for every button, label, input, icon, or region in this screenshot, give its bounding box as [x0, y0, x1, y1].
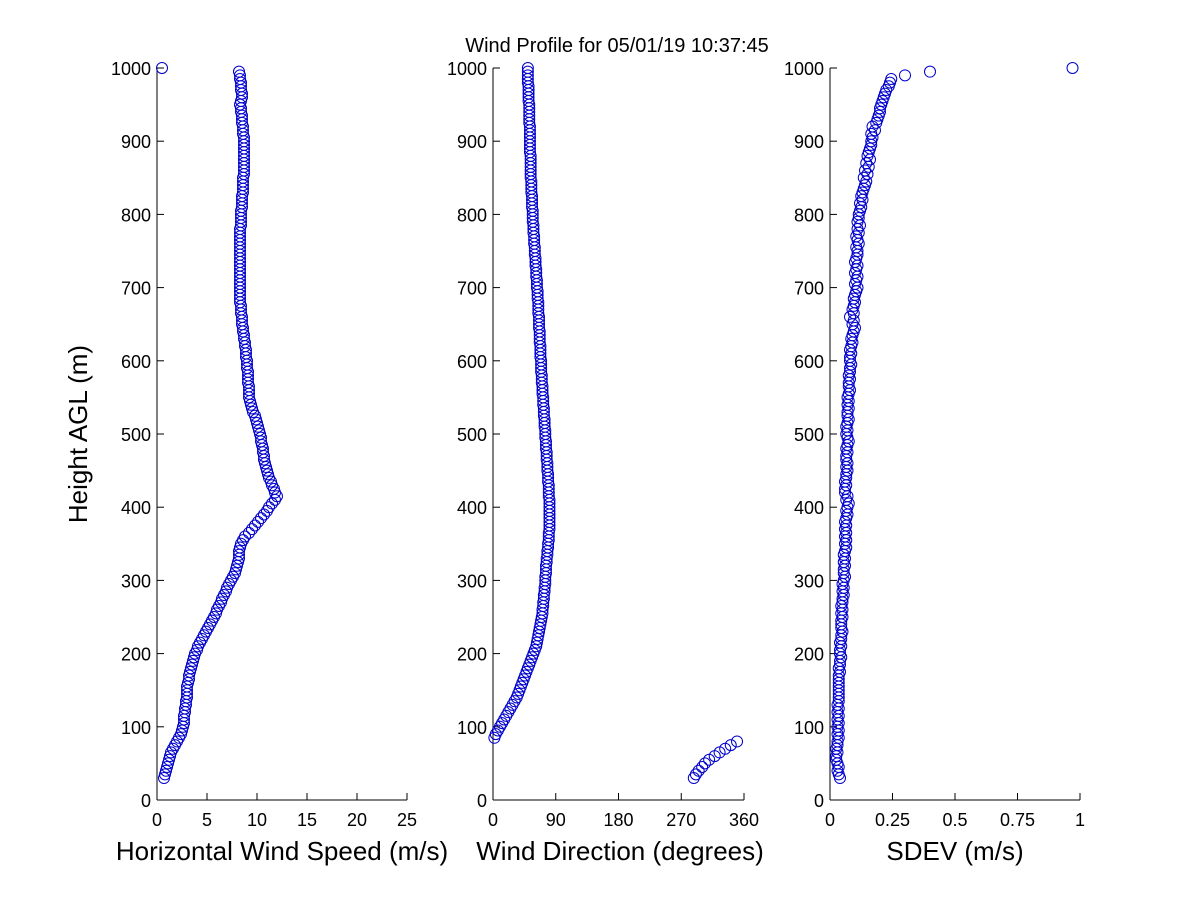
data-point: [1066, 62, 1079, 74]
y-tick-label: 100: [121, 718, 151, 738]
data-point: [851, 245, 864, 257]
data-point: [844, 310, 856, 323]
figure-title: Wind Profile for 05/01/19 10:37:45: [465, 35, 769, 57]
x-tick-label: 0: [488, 810, 498, 830]
x-tick-label: 0.25: [875, 810, 910, 830]
x-tick-label: 270: [666, 810, 696, 830]
data-point: [258, 508, 270, 521]
data-point: [861, 168, 874, 181]
y-tick-label: 1000: [111, 59, 151, 79]
data-point: [698, 757, 711, 770]
data-point: [692, 764, 705, 777]
data-point: [864, 153, 876, 166]
data-point: [854, 219, 866, 232]
y-axis-label: Height AGL (m): [63, 345, 93, 523]
y-tick-label: 400: [121, 498, 151, 518]
data-point: [531, 632, 544, 645]
y-tick-label: 700: [794, 279, 824, 299]
y-tick-label: 800: [457, 205, 487, 225]
y-tick-label: 200: [457, 645, 487, 665]
y-tick-label: 600: [794, 352, 824, 372]
y-tick-label: 300: [794, 571, 824, 591]
data-point: [862, 160, 875, 173]
y-tick-label: 100: [794, 718, 824, 738]
x-tick-label: 0: [152, 810, 162, 830]
axes-sdev: 0 0.25 0.5 0.75 1 0 100 200 300 400 500 600 700 800 90…: [784, 59, 1085, 866]
data-point: [830, 750, 843, 763]
data-point: [246, 523, 258, 536]
y-tick-label: 100: [457, 718, 487, 738]
y-tick-label: 700: [457, 279, 487, 299]
data-point: [488, 731, 501, 744]
data-point: [731, 735, 744, 748]
y-tick-label: 500: [121, 425, 151, 445]
x-tick-label: 5: [202, 810, 212, 830]
data-point: [839, 486, 851, 499]
y-tick-label: 600: [121, 352, 151, 372]
y-tick-label: 300: [121, 571, 151, 591]
data-point: [865, 135, 878, 148]
x-axis-label: SDEV (m/s): [886, 836, 1023, 866]
data-point: [249, 519, 261, 532]
series-points: [488, 62, 744, 785]
x-tick-label: 10: [247, 810, 267, 830]
y-tick-label: 600: [457, 352, 487, 372]
x-tick-label: 20: [347, 810, 367, 830]
y-tick-label: 700: [121, 279, 151, 299]
y-tick-label: 0: [477, 791, 487, 811]
y-tick-label: 800: [794, 205, 824, 225]
y-tick-label: 1000: [447, 59, 487, 79]
data-point: [874, 102, 886, 115]
y-tick-label: 500: [457, 425, 487, 445]
data-point: [261, 504, 273, 517]
data-point: [243, 526, 255, 539]
y-tick-label: 800: [121, 205, 151, 225]
data-point: [252, 515, 264, 528]
y-tick-label: 400: [457, 498, 487, 518]
data-point: [269, 493, 281, 506]
x-tick-label: 0.75: [1000, 810, 1035, 830]
y-tick-label: 200: [794, 645, 824, 665]
y-tick-label: 1000: [784, 59, 824, 79]
data-point: [856, 193, 869, 206]
axes-direction: 0 90 180 270 360 0 100 200 300 400 500 600 700 800 900…: [447, 59, 764, 866]
x-tick-label: 90: [546, 810, 566, 830]
data-point: [156, 62, 168, 74]
data-point: [689, 768, 702, 781]
axes-speed: 0 5 10 15 20 25 0 100 200 300 400 500 600 700 800 900 10…: [63, 59, 448, 866]
x-tick-label: 0: [825, 810, 835, 830]
data-point: [158, 772, 170, 785]
x-axis-label: Horizontal Wind Speed (m/s): [116, 836, 448, 866]
series-points: [156, 62, 283, 785]
x-tick-label: 15: [297, 810, 317, 830]
data-point: [899, 69, 911, 82]
y-tick-label: 900: [794, 132, 824, 152]
series-points: [830, 62, 1079, 785]
y-tick-label: 900: [457, 132, 487, 152]
data-point: [869, 124, 881, 137]
data-point: [834, 772, 846, 785]
x-tick-label: 360: [729, 810, 759, 830]
y-tick-label: 900: [121, 132, 151, 152]
x-tick-label: 0.5: [942, 810, 967, 830]
data-point: [724, 739, 737, 752]
x-tick-label: 1: [1075, 810, 1085, 830]
data-point: [882, 80, 895, 93]
data-point: [255, 512, 267, 525]
y-tick-label: 0: [141, 791, 151, 811]
x-tick-label: 25: [397, 810, 417, 830]
data-point: [924, 65, 936, 78]
y-tick-label: 200: [121, 645, 151, 665]
y-tick-label: 0: [814, 791, 824, 811]
data-point: [870, 116, 883, 129]
y-tick-label: 400: [794, 498, 824, 518]
x-tick-label: 180: [603, 810, 633, 830]
x-axis-label: Wind Direction (degrees): [476, 836, 764, 866]
y-tick-label: 300: [457, 571, 487, 591]
data-point: [530, 636, 543, 649]
data-point: [696, 761, 709, 774]
y-tick-label: 500: [794, 425, 824, 445]
